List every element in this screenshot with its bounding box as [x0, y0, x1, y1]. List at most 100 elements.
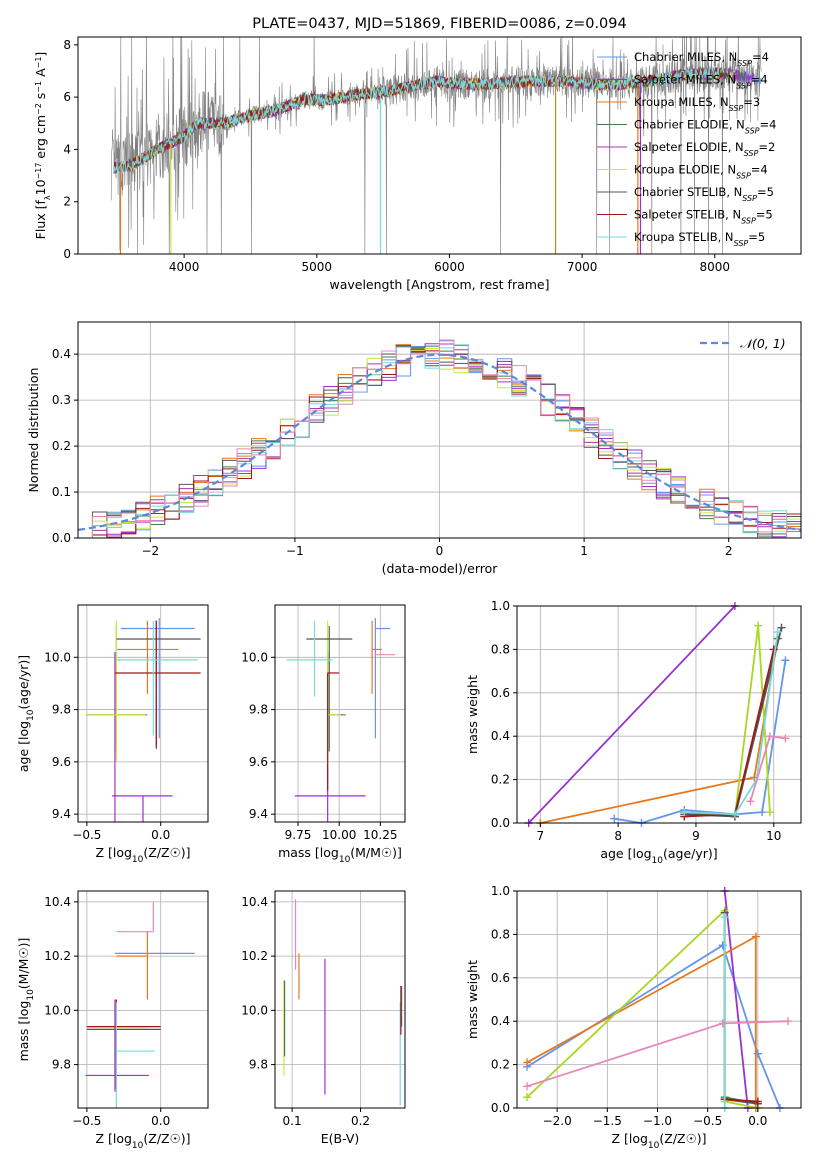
- weight-marker: [781, 656, 790, 665]
- weight-marker: [765, 808, 774, 817]
- legend-entry: Salpeter STELIB, NSSP=5: [634, 208, 773, 226]
- y-tick-label: 0.8: [491, 927, 510, 941]
- y-tick-label: 0.4: [491, 729, 510, 743]
- y-tick-label: 0.4: [491, 1014, 510, 1028]
- weight-marker: [730, 810, 739, 819]
- weight-line: [526, 908, 758, 1109]
- x-tick-label: 0: [436, 544, 444, 558]
- x-tick-label: −1.5: [593, 1114, 622, 1128]
- weight-marker: [781, 734, 790, 743]
- y-axis-label: age [log10(age/yr)]: [16, 655, 36, 772]
- y-axis-label: Normed distribution: [26, 368, 41, 493]
- weight-marker: [753, 1097, 762, 1106]
- x-tick-label: 9: [692, 829, 700, 843]
- age_vs_Z-panel: −0.5 0.0 9.4 9.6 9.8 10.0 Z [log10(Z/Z☉)] age […: [16, 604, 209, 865]
- x-tick-label: 8000: [699, 260, 730, 274]
- weight-marker: [718, 1019, 727, 1028]
- y-tick-label: 0.8: [491, 642, 510, 656]
- weight-marker: [523, 1093, 532, 1102]
- x-tick-label: 0.1: [283, 1114, 302, 1128]
- weight-marker: [777, 623, 786, 632]
- weight-marker: [773, 628, 782, 637]
- y-tick-label: 2: [63, 195, 71, 209]
- y-tick-label: 9.6: [52, 755, 71, 769]
- x-tick-label: −1: [286, 544, 304, 558]
- x-axis-label: E(B-V): [321, 1131, 360, 1146]
- y-tick-label: 0.0: [491, 816, 510, 830]
- y-tick-label: 9.8: [249, 1058, 268, 1072]
- y-tick-label: 9.6: [249, 755, 268, 769]
- weight-marker: [758, 808, 767, 817]
- y-tick-label: 10.0: [241, 650, 268, 664]
- y-tick-label: 0.2: [52, 439, 71, 453]
- y-tick-label: 9.4: [249, 807, 268, 821]
- y-tick-label: 0.6: [491, 686, 510, 700]
- chart-title: PLATE=0437, MJD=51869, FIBERID=0086, z=0…: [252, 16, 626, 32]
- legend-entry: 𝒩(0, 1): [740, 336, 786, 351]
- y-tick-label: 9.8: [52, 703, 71, 717]
- x-tick-label: 0.2: [351, 1114, 370, 1128]
- x-tick-label: 7000: [567, 260, 598, 274]
- x-axis-label: mass [log10(M/M☉)]: [278, 845, 402, 865]
- weight-marker: [783, 1017, 792, 1026]
- weight-line: [684, 631, 779, 816]
- y-tick-label: 10.4: [44, 895, 71, 909]
- y-tick-label: 4: [63, 142, 71, 156]
- model-spectrum: [113, 67, 720, 174]
- x-tick-label: 10.00: [322, 828, 356, 842]
- y-tick-label: 10.0: [44, 1003, 71, 1017]
- mass_vs_Z-panel: −0.5 0.0 9.8 10.0 10.2 10.4 Z [log10(Z/Z☉)] mas…: [16, 890, 209, 1151]
- weight-line: [723, 890, 749, 1109]
- observed-spectrum: [110, 37, 762, 254]
- y-tick-label: 0.4: [52, 347, 71, 361]
- weight-marker: [751, 932, 760, 941]
- x-axis-label: age [log10(age/yr)]: [600, 846, 717, 866]
- y-tick-label: 0.2: [491, 773, 510, 787]
- y-tick-label: 0.1: [52, 485, 71, 499]
- axes-frame: [274, 890, 406, 1109]
- legend-entry: Salpeter MILES, NSSP=4: [634, 73, 768, 91]
- weight-marker: [754, 621, 763, 630]
- x-tick-label: 0.0: [151, 828, 170, 842]
- x-tick-label: 0.0: [151, 1114, 170, 1128]
- legend-entry: Kroupa ELODIE, NSSP=4: [634, 163, 768, 181]
- axes-frame: [274, 604, 406, 823]
- y-axis-label: mass weight: [465, 675, 480, 754]
- legend-entry: Kroupa STELIB, NSSP=5: [634, 230, 765, 248]
- weight_vs_Z-panel: −2.0 −1.5 −1.0 −0.5 0.0 0.0 0.2 0.4 0.6 0.8 1.0 Z […: [465, 884, 802, 1151]
- x-tick-label: 2: [725, 544, 733, 558]
- legend-entry: Chabrier STELIB, NSSP=5: [634, 185, 774, 203]
- x-tick-label: 6000: [434, 260, 465, 274]
- weight-marker: [765, 732, 774, 741]
- y-tick-label: 0: [63, 247, 71, 261]
- x-tick-label: 8: [614, 829, 622, 843]
- axes-frame: [77, 604, 209, 823]
- weight-marker: [523, 1082, 532, 1091]
- y-tick-label: 10.0: [241, 1003, 268, 1017]
- y-axis-label: Flux [fλ10−17 erg cm−2 s−1 A−1]: [33, 52, 52, 240]
- y-tick-label: 10.0: [44, 650, 71, 664]
- histogram-series: [91, 340, 788, 538]
- y-axis-label: mass weight: [465, 960, 480, 1039]
- y-tick-label: 1.0: [491, 599, 510, 613]
- axes-frame: [516, 605, 802, 824]
- spectrum-panel: 4000 5000 6000 7000 8000 0 2 4 6 8 wavelength [Ang…: [33, 36, 802, 292]
- x-tick-label: −2: [141, 544, 159, 558]
- x-axis-label: (data-model)/error: [382, 561, 499, 576]
- x-tick-label: 10: [766, 829, 781, 843]
- weight-marker: [720, 913, 729, 922]
- residuals-panel: −2 −1 0 1 2 0.0 0.1 0.2 0.3 0.4 (data-model)/error…: [26, 321, 802, 576]
- weight-marker: [680, 808, 689, 817]
- x-tick-label: 0.0: [748, 1114, 767, 1128]
- y-tick-label: 10.2: [44, 949, 71, 963]
- y-tick-label: 8: [63, 38, 71, 52]
- x-tick-label: 1: [580, 544, 588, 558]
- x-tick-label: 9.75: [285, 828, 312, 842]
- y-tick-label: 0.0: [491, 1101, 510, 1115]
- normal-curve: [77, 353, 802, 531]
- y-tick-label: 0.0: [52, 531, 71, 545]
- weight-marker: [769, 645, 778, 654]
- x-tick-label: 10.25: [363, 828, 397, 842]
- y-tick-label: 9.4: [52, 807, 71, 821]
